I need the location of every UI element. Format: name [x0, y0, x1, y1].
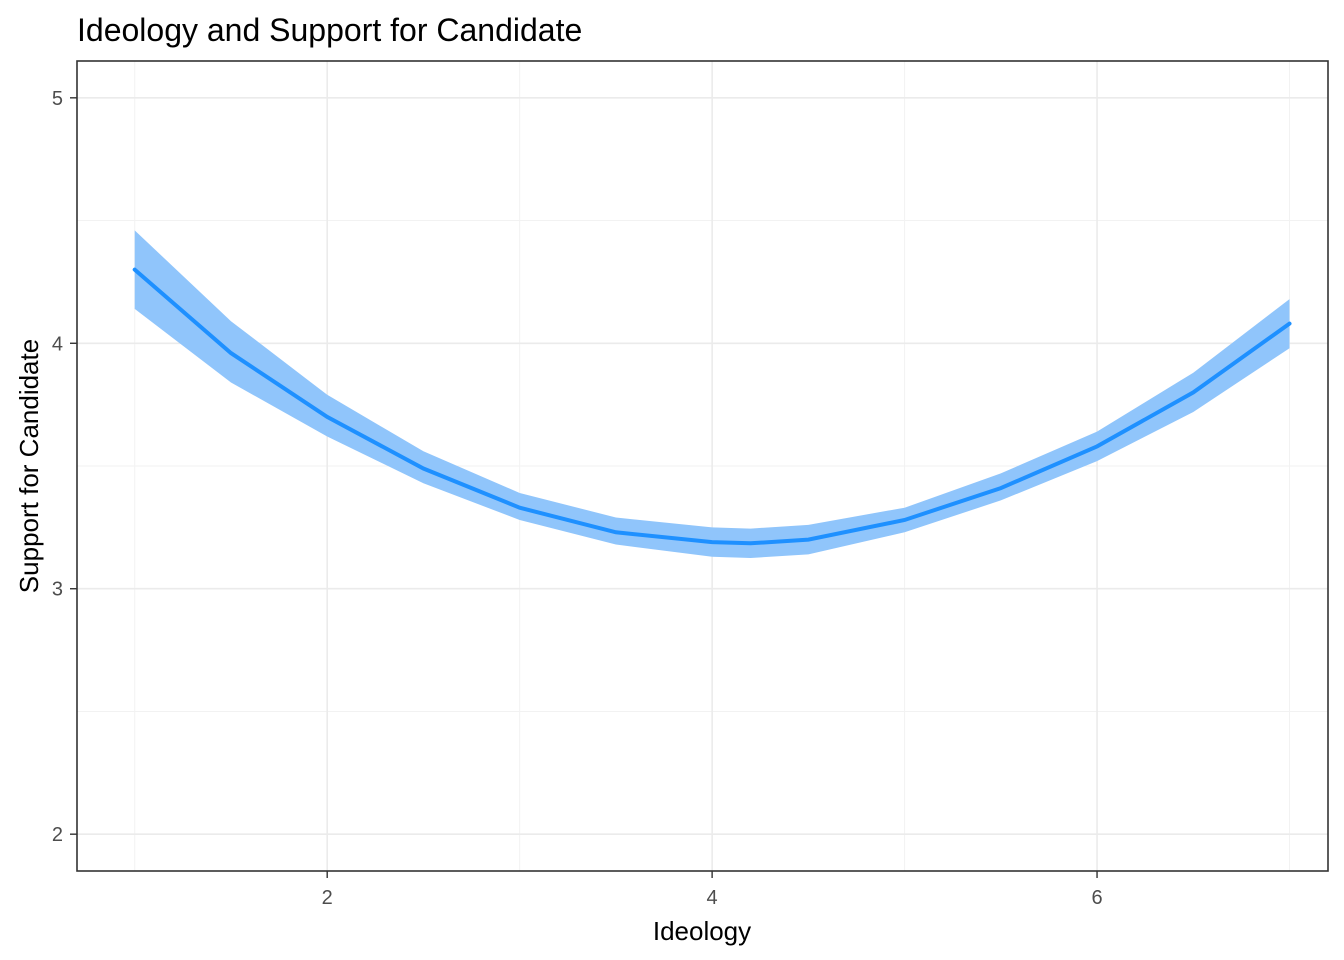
y-tick-label: 2	[52, 824, 63, 846]
y-tick-label: 4	[52, 333, 63, 355]
y-axis-ticks: 2 3 4 5	[52, 88, 77, 846]
x-tick-label: 4	[707, 887, 718, 909]
chart-title: Ideology and Support for Candidate	[77, 12, 582, 48]
x-axis-title: Ideology	[653, 916, 751, 946]
y-tick-label: 3	[52, 579, 63, 601]
plot-panel-border	[76, 60, 1329, 872]
major-gridlines	[77, 61, 1328, 871]
x-axis-ticks: 2 4 6	[322, 871, 1103, 909]
y-tick-label: 5	[52, 88, 63, 110]
minor-gridlines	[77, 61, 1328, 871]
fitted-line	[132, 267, 1292, 546]
x-tick-label: 6	[1091, 887, 1102, 909]
x-tick-label: 2	[322, 887, 333, 909]
y-axis-title: Support for Candidate	[14, 339, 44, 593]
confidence-band	[134, 230, 1290, 558]
